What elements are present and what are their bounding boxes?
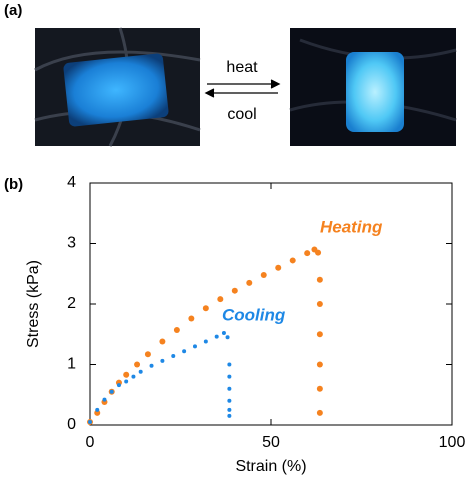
figure: (a) heat cool (b) Strain (%) Stress (kPa…	[0, 0, 476, 483]
x-axis-label: Strain (%)	[235, 458, 306, 475]
data-point	[95, 408, 99, 412]
data-point	[246, 280, 252, 286]
data-point	[227, 414, 231, 418]
data-point	[317, 386, 323, 392]
data-point	[188, 316, 194, 322]
x-tick-label: 0	[86, 434, 95, 451]
arrows	[206, 80, 279, 97]
y-tick-label: 1	[67, 356, 76, 373]
data-point	[217, 296, 223, 302]
y-tick-label: 0	[67, 416, 76, 433]
data-point	[102, 398, 106, 402]
y-tick-label: 2	[67, 295, 76, 312]
panel-label: (a)	[4, 2, 22, 19]
data-point	[317, 277, 323, 283]
y-axis-label: Stress (kPa)	[25, 260, 42, 348]
data-point	[317, 362, 323, 368]
data-point	[182, 349, 186, 353]
plot-frame	[90, 183, 452, 425]
data-point	[215, 335, 219, 339]
data-point	[304, 250, 310, 256]
data-point	[227, 375, 231, 379]
data-point	[275, 265, 281, 271]
panel-label: (b)	[4, 176, 23, 193]
arrow-label: heat	[226, 59, 258, 76]
data-point	[139, 370, 143, 374]
data-point	[227, 399, 231, 403]
y-tick-label: 4	[67, 174, 76, 191]
data-point	[159, 339, 165, 345]
data-point	[261, 272, 267, 278]
data-point	[193, 344, 197, 348]
data-point	[317, 410, 323, 416]
data-point	[117, 383, 121, 387]
data-point	[222, 331, 226, 335]
data-point	[315, 250, 321, 256]
data-point	[174, 327, 180, 333]
data-point	[124, 379, 128, 383]
data-point	[150, 364, 154, 368]
data-point	[227, 363, 231, 367]
data-point	[145, 351, 151, 357]
photo-right	[290, 28, 456, 146]
data-point	[88, 420, 92, 424]
data-point	[203, 305, 209, 311]
data-point	[110, 390, 114, 394]
data-point	[134, 362, 140, 368]
data-point	[160, 359, 164, 363]
data-point	[290, 257, 296, 263]
photo-left	[35, 28, 200, 146]
data-point	[317, 331, 323, 337]
data-point	[227, 408, 231, 412]
x-tick-label: 50	[262, 434, 280, 451]
y-tick-label: 3	[67, 235, 76, 252]
data-point	[226, 335, 230, 339]
data-point	[171, 354, 175, 358]
data-point	[123, 372, 129, 378]
data-point	[204, 340, 208, 344]
data-point	[232, 288, 238, 294]
data-point	[131, 375, 135, 379]
x-tick-label: 100	[439, 434, 466, 451]
series-label: Heating	[320, 217, 383, 236]
data-point	[317, 301, 323, 307]
data-point	[227, 387, 231, 391]
series-label: Cooling	[222, 305, 286, 324]
arrow-label: cool	[227, 106, 256, 123]
